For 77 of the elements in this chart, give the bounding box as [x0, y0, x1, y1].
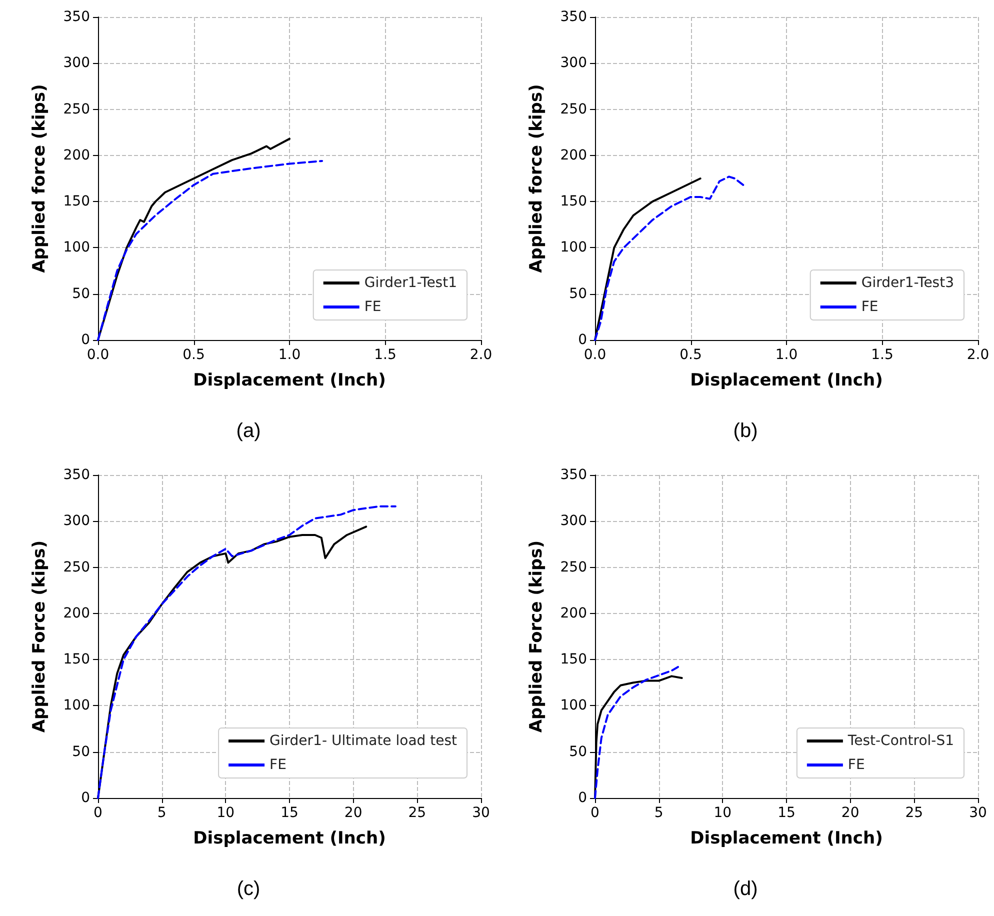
x-axis-title: Displacement (Inch) [690, 828, 883, 848]
x-tick-label: 0.5 [182, 347, 205, 363]
y-tick-label: 250 [560, 101, 587, 118]
y-tick-label: 0 [81, 790, 90, 806]
y-tick-label: 350 [63, 467, 90, 483]
x-tick-label: 2.0 [966, 347, 990, 363]
legend-label: Girder1- Ultimate load test [270, 733, 458, 749]
legend-label: Test-Control-S1 [846, 733, 954, 749]
text: (a) [236, 420, 261, 442]
y-tick-label: 250 [63, 559, 90, 576]
x-axis-title: Displacement (Inch) [690, 370, 883, 390]
x-tick-label: 25 [408, 805, 426, 821]
y-tick-label: 50 [72, 286, 90, 302]
y-tick-label: 350 [63, 9, 90, 25]
x-tick-label: 1.0 [278, 347, 301, 363]
x-tick-label: 15 [778, 805, 796, 821]
y-tick-label: 300 [63, 513, 90, 530]
y-tick-label: 100 [63, 698, 90, 714]
y-tick-label: 350 [560, 467, 587, 483]
y-tick-label: 300 [560, 513, 587, 530]
text: (d) [733, 878, 758, 900]
y-axis-title: Applied force (kips) [526, 84, 546, 273]
y-tick-label: 150 [63, 194, 90, 210]
x-tick-label: 25 [905, 805, 924, 821]
x-tick-label: 0.0 [584, 347, 606, 363]
y-tick-label: 0 [578, 332, 587, 348]
y-tick-label: 250 [560, 559, 587, 576]
y-tick-label: 0 [81, 332, 90, 348]
y-axis-title: Applied Force (kips) [30, 540, 50, 733]
y-tick-label: 200 [560, 605, 587, 622]
y-tick-label: 200 [560, 147, 587, 164]
y-axis-title: Applied Force (kips) [526, 540, 546, 733]
legend-label: FE [270, 757, 286, 773]
x-tick-label: 1.0 [775, 347, 798, 363]
y-tick-label: 100 [63, 240, 90, 256]
y-tick-label: 350 [560, 9, 587, 25]
x-tick-label: 0 [590, 805, 600, 821]
x-tick-label: 1.5 [871, 347, 894, 363]
y-tick-label: 200 [63, 147, 90, 164]
x-tick-label: 1.5 [374, 347, 396, 363]
x-axis-title: Displacement (Inch) [193, 370, 386, 390]
y-axis-title: Applied force (kips) [30, 84, 50, 273]
y-tick-label: 150 [560, 194, 587, 210]
x-tick-label: 0.0 [86, 347, 110, 363]
y-tick-label: 100 [560, 698, 587, 714]
legend-label: Girder1-Test1 [364, 275, 457, 291]
text: (c) [236, 878, 260, 900]
legend-label: FE [861, 299, 878, 315]
x-tick-label: 20 [344, 805, 362, 821]
x-axis-title: Displacement (Inch) [193, 828, 386, 848]
x-tick-label: 10 [216, 805, 235, 821]
y-tick-label: 200 [63, 605, 90, 622]
y-tick-label: 250 [63, 101, 90, 118]
y-tick-label: 150 [560, 652, 587, 668]
y-tick-label: 100 [560, 240, 587, 256]
x-tick-label: 0.5 [680, 347, 702, 363]
x-tick-label: 20 [841, 805, 860, 821]
y-tick-label: 50 [569, 744, 587, 760]
x-tick-label: 10 [714, 805, 732, 821]
y-tick-label: 300 [63, 55, 90, 72]
y-tick-label: 150 [63, 652, 90, 668]
y-tick-label: 50 [72, 744, 90, 760]
y-tick-label: 50 [569, 286, 587, 302]
x-tick-label: 15 [280, 805, 298, 821]
text: (b) [733, 420, 758, 442]
y-tick-label: 0 [578, 790, 587, 806]
y-tick-label: 300 [560, 55, 587, 72]
legend-label: Girder1-Test3 [861, 275, 954, 291]
line-series [97, 160, 324, 341]
legend-label: FE [848, 757, 865, 773]
x-tick-label: 30 [472, 805, 490, 821]
x-tick-label: 5 [654, 805, 664, 821]
legend-label: FE [364, 299, 382, 315]
x-tick-label: 30 [969, 805, 987, 821]
x-tick-label: 0 [94, 805, 102, 821]
x-tick-label: 2.0 [470, 347, 492, 363]
x-tick-label: 5 [157, 805, 166, 821]
